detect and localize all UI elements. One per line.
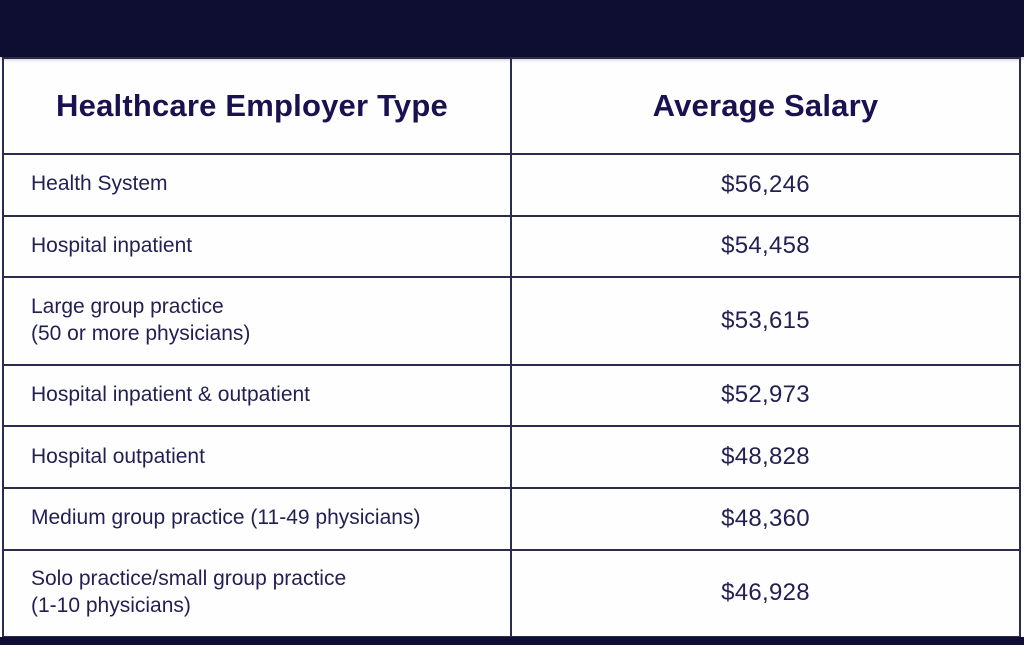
employer-type-label: Solo practice/small group practice (1-10… bbox=[31, 567, 347, 618]
employer-type-label: Health System bbox=[31, 172, 168, 196]
table-row: Health System $56,246 bbox=[4, 153, 1019, 215]
salary-value: $48,360 bbox=[721, 504, 810, 532]
table-row: Large group practice (50 or more physici… bbox=[4, 276, 1019, 364]
employer-type-cell: Hospital inpatient bbox=[4, 216, 512, 277]
employer-type-label: Hospital outpatient bbox=[31, 444, 205, 468]
employer-type-cell: Hospital outpatient bbox=[4, 427, 512, 487]
table-row: Medium group practice (11-49 physicians)… bbox=[4, 486, 1019, 549]
employer-type-cell: Solo practice/small group practice (1-10… bbox=[4, 550, 512, 636]
average-salary-cell: $54,458 bbox=[512, 217, 1019, 277]
header-cell-average-salary: Average Salary bbox=[512, 59, 1019, 153]
header-cell-employer-type: Healthcare Employer Type bbox=[4, 59, 512, 153]
average-salary-header-label: Average Salary bbox=[652, 88, 879, 123]
salary-value: $56,246 bbox=[721, 170, 810, 198]
table-row: Solo practice/small group practice (1-10… bbox=[4, 548, 1019, 636]
average-salary-cell: $48,828 bbox=[512, 427, 1019, 487]
employer-type-cell: Health System bbox=[4, 155, 512, 215]
table-row: Hospital inpatient & outpatient $52,973 bbox=[4, 363, 1019, 426]
employer-type-cell: Large group practice (50 or more physici… bbox=[4, 278, 512, 364]
average-salary-cell: $53,615 bbox=[512, 278, 1019, 363]
average-salary-cell: $56,246 bbox=[512, 155, 1019, 215]
bottom-accent-bar bbox=[0, 637, 1024, 645]
salary-value: $52,973 bbox=[721, 381, 810, 409]
table-row: Hospital outpatient $48,828 bbox=[4, 425, 1019, 487]
salary-value: $46,928 bbox=[721, 579, 810, 607]
employer-type-header-label: Healthcare Employer Type bbox=[56, 88, 448, 123]
average-salary-cell: $52,973 bbox=[512, 366, 1019, 426]
employer-type-label: Large group practice (50 or more physici… bbox=[31, 295, 251, 345]
table-header-row: Healthcare Employer Type Average Salary bbox=[4, 59, 1019, 153]
salary-table: Healthcare Employer Type Average Salary … bbox=[2, 57, 1021, 638]
employer-type-label: Hospital inpatient bbox=[31, 234, 193, 258]
average-salary-cell: $46,928 bbox=[512, 551, 1019, 636]
table-row: Hospital inpatient $54,458 bbox=[4, 214, 1019, 277]
employer-type-label: Medium group practice (11-49 physicians) bbox=[31, 506, 421, 530]
salary-value: $54,458 bbox=[721, 232, 810, 260]
average-salary-cell: $48,360 bbox=[512, 489, 1019, 549]
employer-type-label: Hospital inpatient & outpatient bbox=[31, 383, 311, 407]
employer-type-cell: Hospital inpatient & outpatient bbox=[4, 365, 512, 426]
salary-value: $48,828 bbox=[721, 443, 810, 471]
employer-type-cell: Medium group practice (11-49 physicians) bbox=[4, 488, 512, 549]
top-accent-bar bbox=[0, 0, 1024, 57]
salary-value: $53,615 bbox=[721, 306, 810, 334]
